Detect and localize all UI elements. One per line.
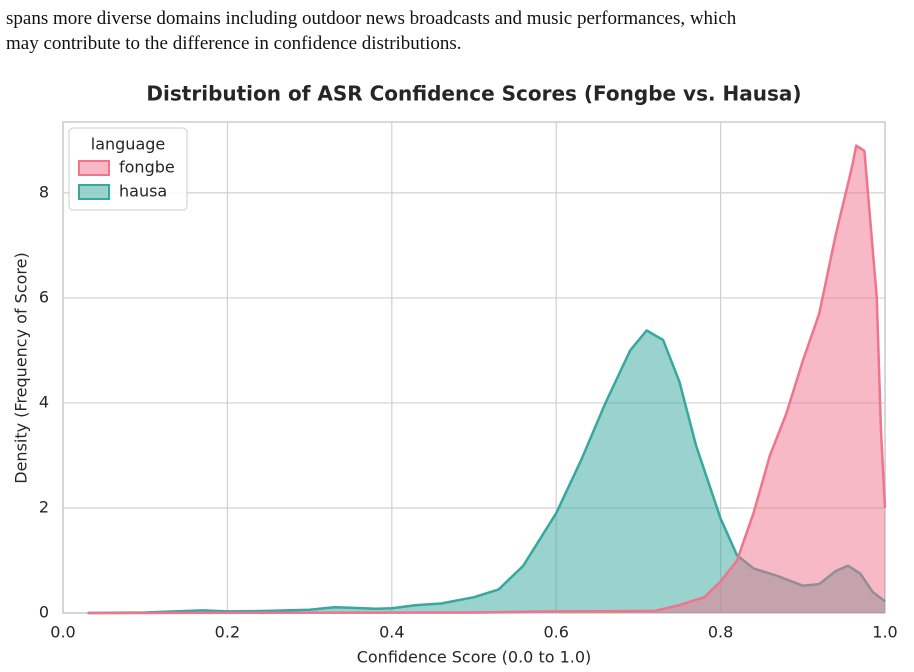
chart: Distribution of ASR Confidence Scores (F…	[12, 82, 898, 667]
legend-label: hausa	[119, 182, 167, 201]
y-tick-label: 2	[39, 497, 49, 516]
y-tick-label: 8	[39, 182, 49, 201]
legend-label: fongbe	[119, 158, 175, 177]
legend-swatch	[78, 160, 110, 176]
x-tick-label: 1.0	[872, 623, 897, 642]
chart-title: Distribution of ASR Confidence Scores (F…	[146, 82, 801, 106]
x-axis-label: Confidence Score (0.0 to 1.0)	[357, 648, 592, 667]
density-line	[87, 144, 887, 615]
paragraph-line: may contribute to the difference in conf…	[6, 33, 462, 54]
y-axis-label: Density (Frequency of Score)	[12, 252, 31, 483]
y-tick-label: 6	[39, 287, 49, 306]
legend-title: language	[91, 135, 166, 154]
legend: language fongbe hausa	[68, 127, 188, 211]
x-tick-label: 0.4	[379, 623, 404, 642]
x-tick-label: 0.0	[50, 623, 75, 642]
density-area	[87, 330, 885, 613]
x-tick-label: 0.2	[215, 623, 240, 642]
x-tick-label: 0.6	[543, 623, 568, 642]
density-area	[87, 145, 885, 613]
y-tick-label: 0	[39, 603, 49, 622]
y-tick-label: 4	[39, 392, 49, 411]
legend-swatch	[78, 184, 110, 200]
paragraph-line: spans more diverse domains including out…	[6, 8, 737, 29]
x-tick-label: 0.8	[708, 623, 733, 642]
